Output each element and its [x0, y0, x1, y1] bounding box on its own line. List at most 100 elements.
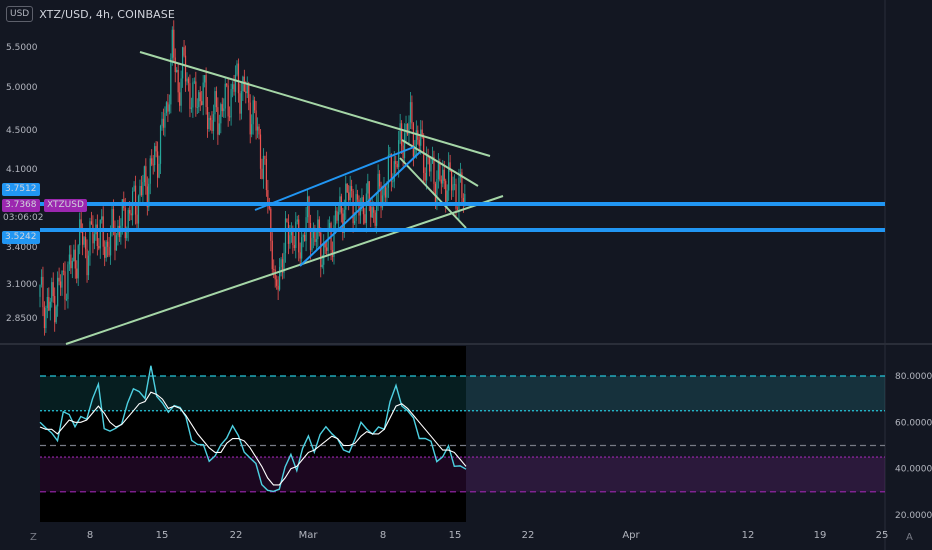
candle: [45, 305, 47, 333]
channel-lower-line: [299, 151, 421, 267]
candle-body: [220, 104, 222, 124]
candle: [252, 95, 254, 135]
candle: [152, 155, 154, 175]
candle-body: [443, 169, 445, 181]
candle: [87, 250, 90, 281]
candle-body: [384, 185, 387, 198]
candle-body: [55, 306, 57, 323]
candle-body: [405, 123, 407, 134]
candle-body: [243, 76, 245, 92]
candle: [39, 284, 41, 308]
candle: [349, 175, 351, 207]
candle: [187, 76, 190, 92]
candle-body: [184, 55, 187, 82]
candle-body: [140, 186, 143, 196]
candle: [384, 184, 387, 206]
candle-body: [308, 196, 310, 223]
candle: [331, 241, 334, 262]
candle-body: [137, 196, 140, 224]
candle: [352, 188, 354, 233]
candle-body: [214, 91, 216, 115]
candle-body: [302, 234, 304, 238]
candle: [139, 179, 141, 206]
candle-body: [233, 84, 235, 92]
x-tick-label: Apr: [622, 530, 640, 541]
candle: [380, 181, 382, 218]
candle-body: [246, 83, 248, 94]
candle-body: [154, 146, 156, 166]
zoom-reset-button[interactable]: Z: [30, 532, 37, 543]
candle: [161, 111, 163, 131]
candle: [171, 26, 173, 66]
candle-body: [358, 199, 360, 216]
candle-body: [90, 221, 93, 225]
candle-body: [445, 180, 447, 205]
candle-body: [126, 232, 128, 239]
candle: [255, 100, 257, 140]
candle-body: [93, 234, 95, 244]
candle: [196, 98, 198, 115]
candle-body: [256, 126, 259, 131]
candle-body: [149, 158, 151, 184]
candle: [79, 212, 81, 255]
candle: [74, 239, 76, 279]
candle: [233, 74, 235, 96]
candle-body: [208, 117, 210, 129]
currency-badge[interactable]: USD: [6, 6, 34, 22]
x-tick-label: 15: [156, 530, 169, 541]
candle: [293, 235, 295, 251]
candle: [337, 202, 340, 232]
candle-body: [92, 224, 94, 244]
candle: [346, 183, 348, 193]
candle: [348, 185, 350, 211]
candle: [301, 228, 303, 264]
candle-body: [195, 81, 197, 108]
candle-body: [148, 183, 150, 208]
y-tick-label: 3.1000: [6, 280, 38, 290]
candle-body: [274, 269, 276, 280]
candle-body: [268, 204, 270, 209]
candle-body: [431, 156, 434, 164]
candle: [67, 261, 69, 309]
candle: [451, 170, 453, 200]
auto-scale-button[interactable]: A: [906, 532, 913, 543]
candle-body: [104, 246, 106, 258]
candle: [231, 81, 234, 98]
candle-body: [448, 162, 450, 191]
candle: [58, 267, 60, 286]
candle-body: [181, 47, 184, 79]
candle: [104, 240, 106, 267]
candle: [411, 95, 413, 130]
candle: [356, 189, 359, 204]
y-tick-label: 2.8500: [6, 314, 38, 324]
candle: [84, 228, 87, 259]
candle-body: [359, 207, 362, 216]
candle-body: [201, 101, 203, 105]
candle: [145, 158, 147, 195]
candle-body: [458, 177, 460, 210]
candle-body: [84, 237, 87, 250]
candle: [143, 165, 145, 186]
candle: [396, 160, 398, 169]
candle: [215, 86, 217, 113]
candle-body: [426, 156, 428, 181]
candle: [408, 115, 410, 144]
candle: [448, 152, 450, 201]
candle: [158, 155, 160, 179]
candle-body: [423, 135, 425, 174]
candle-body: [82, 230, 84, 245]
candle-body: [264, 156, 266, 160]
candle: [374, 210, 376, 231]
candle-body: [45, 308, 47, 329]
candle-body: [173, 29, 175, 58]
signal-line: [39, 391, 467, 486]
candle-body: [252, 100, 254, 125]
candle: [240, 82, 242, 120]
candle-body: [314, 227, 316, 242]
candle: [406, 123, 409, 137]
candle: [277, 276, 279, 300]
candle-body: [136, 214, 138, 224]
candle: [42, 266, 44, 317]
candle: [345, 175, 347, 220]
